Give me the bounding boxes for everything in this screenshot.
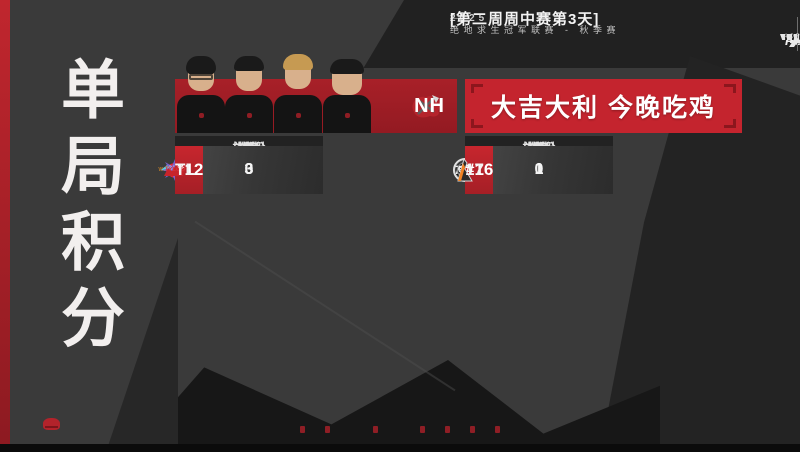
watermark-mark xyxy=(325,426,330,433)
watermark-mark xyxy=(300,426,305,433)
background-shard xyxy=(363,0,800,68)
event-subtitle: 绝地求生冠军联赛 - 秋季赛 xyxy=(450,25,620,35)
player-photo xyxy=(322,55,372,133)
table-row: #16 17 0 1 1 xyxy=(457,146,613,194)
event-year: 2025 xyxy=(450,12,489,24)
stage-floor xyxy=(0,444,800,452)
page-title: 单局积分 xyxy=(52,56,124,360)
nh-team-logo xyxy=(412,95,440,118)
logo-divider xyxy=(797,17,798,51)
brand-logos: PCL AORUS xyxy=(680,10,800,58)
aorus-falcon-icon xyxy=(789,36,800,47)
watermark-mark xyxy=(420,426,425,433)
pcl-banner-icon xyxy=(780,34,800,40)
mascot-icon xyxy=(43,418,60,430)
slogan-banner: 大吉大利 今晚吃鸡 xyxy=(465,79,742,133)
event-title: [第二周周中赛第3天] xyxy=(450,10,600,28)
slogan-text: 大吉大利 今晚吃鸡 xyxy=(491,94,716,122)
placement-points: 0 xyxy=(244,161,254,178)
background-shard xyxy=(130,360,660,452)
team-name: 17 xyxy=(465,160,484,179)
rank-badge: #16 xyxy=(465,146,494,194)
dash-divider: —— xyxy=(450,12,470,24)
team-abbr: NH xyxy=(414,94,445,117)
elim-points: 3 xyxy=(244,161,254,178)
watermark-mark xyxy=(445,426,450,433)
corner-bracket xyxy=(471,84,483,93)
corner-bracket xyxy=(724,84,736,93)
player-photo xyxy=(176,55,226,133)
corner-bracket xyxy=(724,119,736,128)
left-accent-strip xyxy=(0,0,10,446)
watermark-mark xyxy=(470,426,475,433)
player-photo xyxy=(273,54,323,133)
watermark-mark xyxy=(495,426,500,433)
total-points: 1 xyxy=(534,161,544,178)
background-streak xyxy=(194,220,456,392)
corner-bracket xyxy=(471,119,483,128)
aorus-wordmark: AORUS xyxy=(783,34,800,40)
elim-points: 1 xyxy=(534,161,544,178)
player-photos xyxy=(176,54,372,133)
total-points: 3 xyxy=(244,161,254,178)
table-row: #12 TYLOO TL 0 3 3 xyxy=(164,146,323,194)
watermark-mark xyxy=(373,426,378,433)
placement-points: 0 xyxy=(534,161,544,178)
team-name: TL xyxy=(175,160,196,179)
player-photo xyxy=(224,55,274,133)
